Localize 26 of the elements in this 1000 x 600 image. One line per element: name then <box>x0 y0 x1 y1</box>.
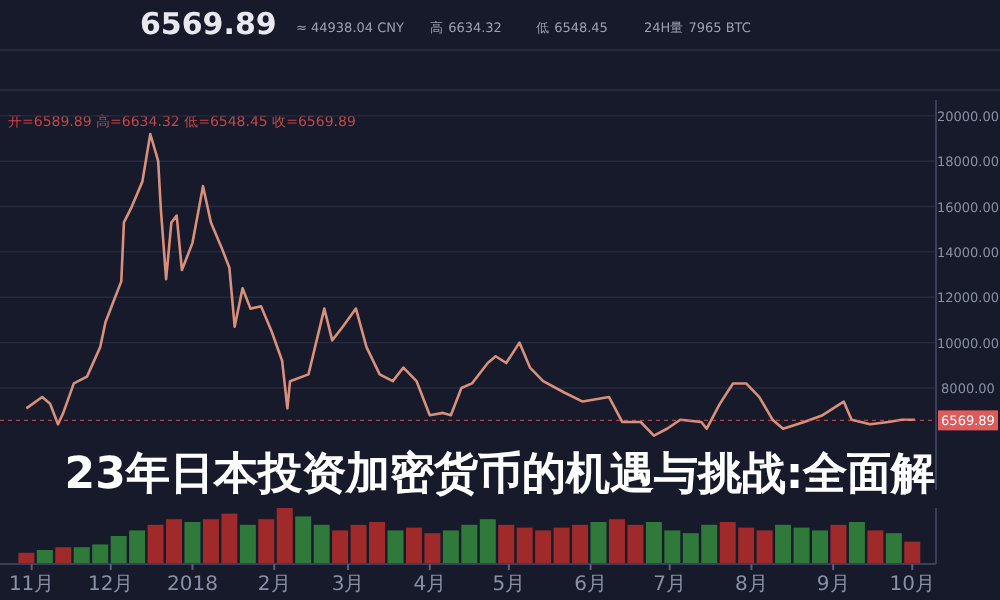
text: 23年日本投资加密货币的机遇与挑战:全面解 <box>64 448 936 500</box>
x-tick-label: 11月 <box>8 574 55 596</box>
bar <box>848 522 865 564</box>
bar <box>885 533 902 564</box>
bar <box>590 522 607 564</box>
bar <box>830 524 847 564</box>
x-tick-label: 7月 <box>653 574 687 596</box>
x-tick-label: 6月 <box>574 574 607 596</box>
bar <box>239 524 256 564</box>
x-tick-label: 3月 <box>331 574 365 596</box>
x-tick-label: 5月 <box>492 574 526 596</box>
bar <box>867 530 884 564</box>
x-tick-label: 2月 <box>257 574 291 596</box>
bar <box>36 550 53 564</box>
x-tick-label: 12月 <box>88 574 134 596</box>
bar <box>387 530 404 564</box>
x-tick-label: 2018 <box>167 574 218 596</box>
x-tick-label: 8月 <box>735 574 768 596</box>
bar <box>55 547 72 564</box>
bar <box>904 541 921 564</box>
bar <box>184 522 201 564</box>
x-tick-label: 10月 <box>889 574 935 596</box>
x-tick-label: 9月 <box>816 574 850 596</box>
x-tick-label: 4月 <box>413 574 447 596</box>
text: 6569.89 <box>140 6 277 42</box>
line-series <box>25 132 917 437</box>
